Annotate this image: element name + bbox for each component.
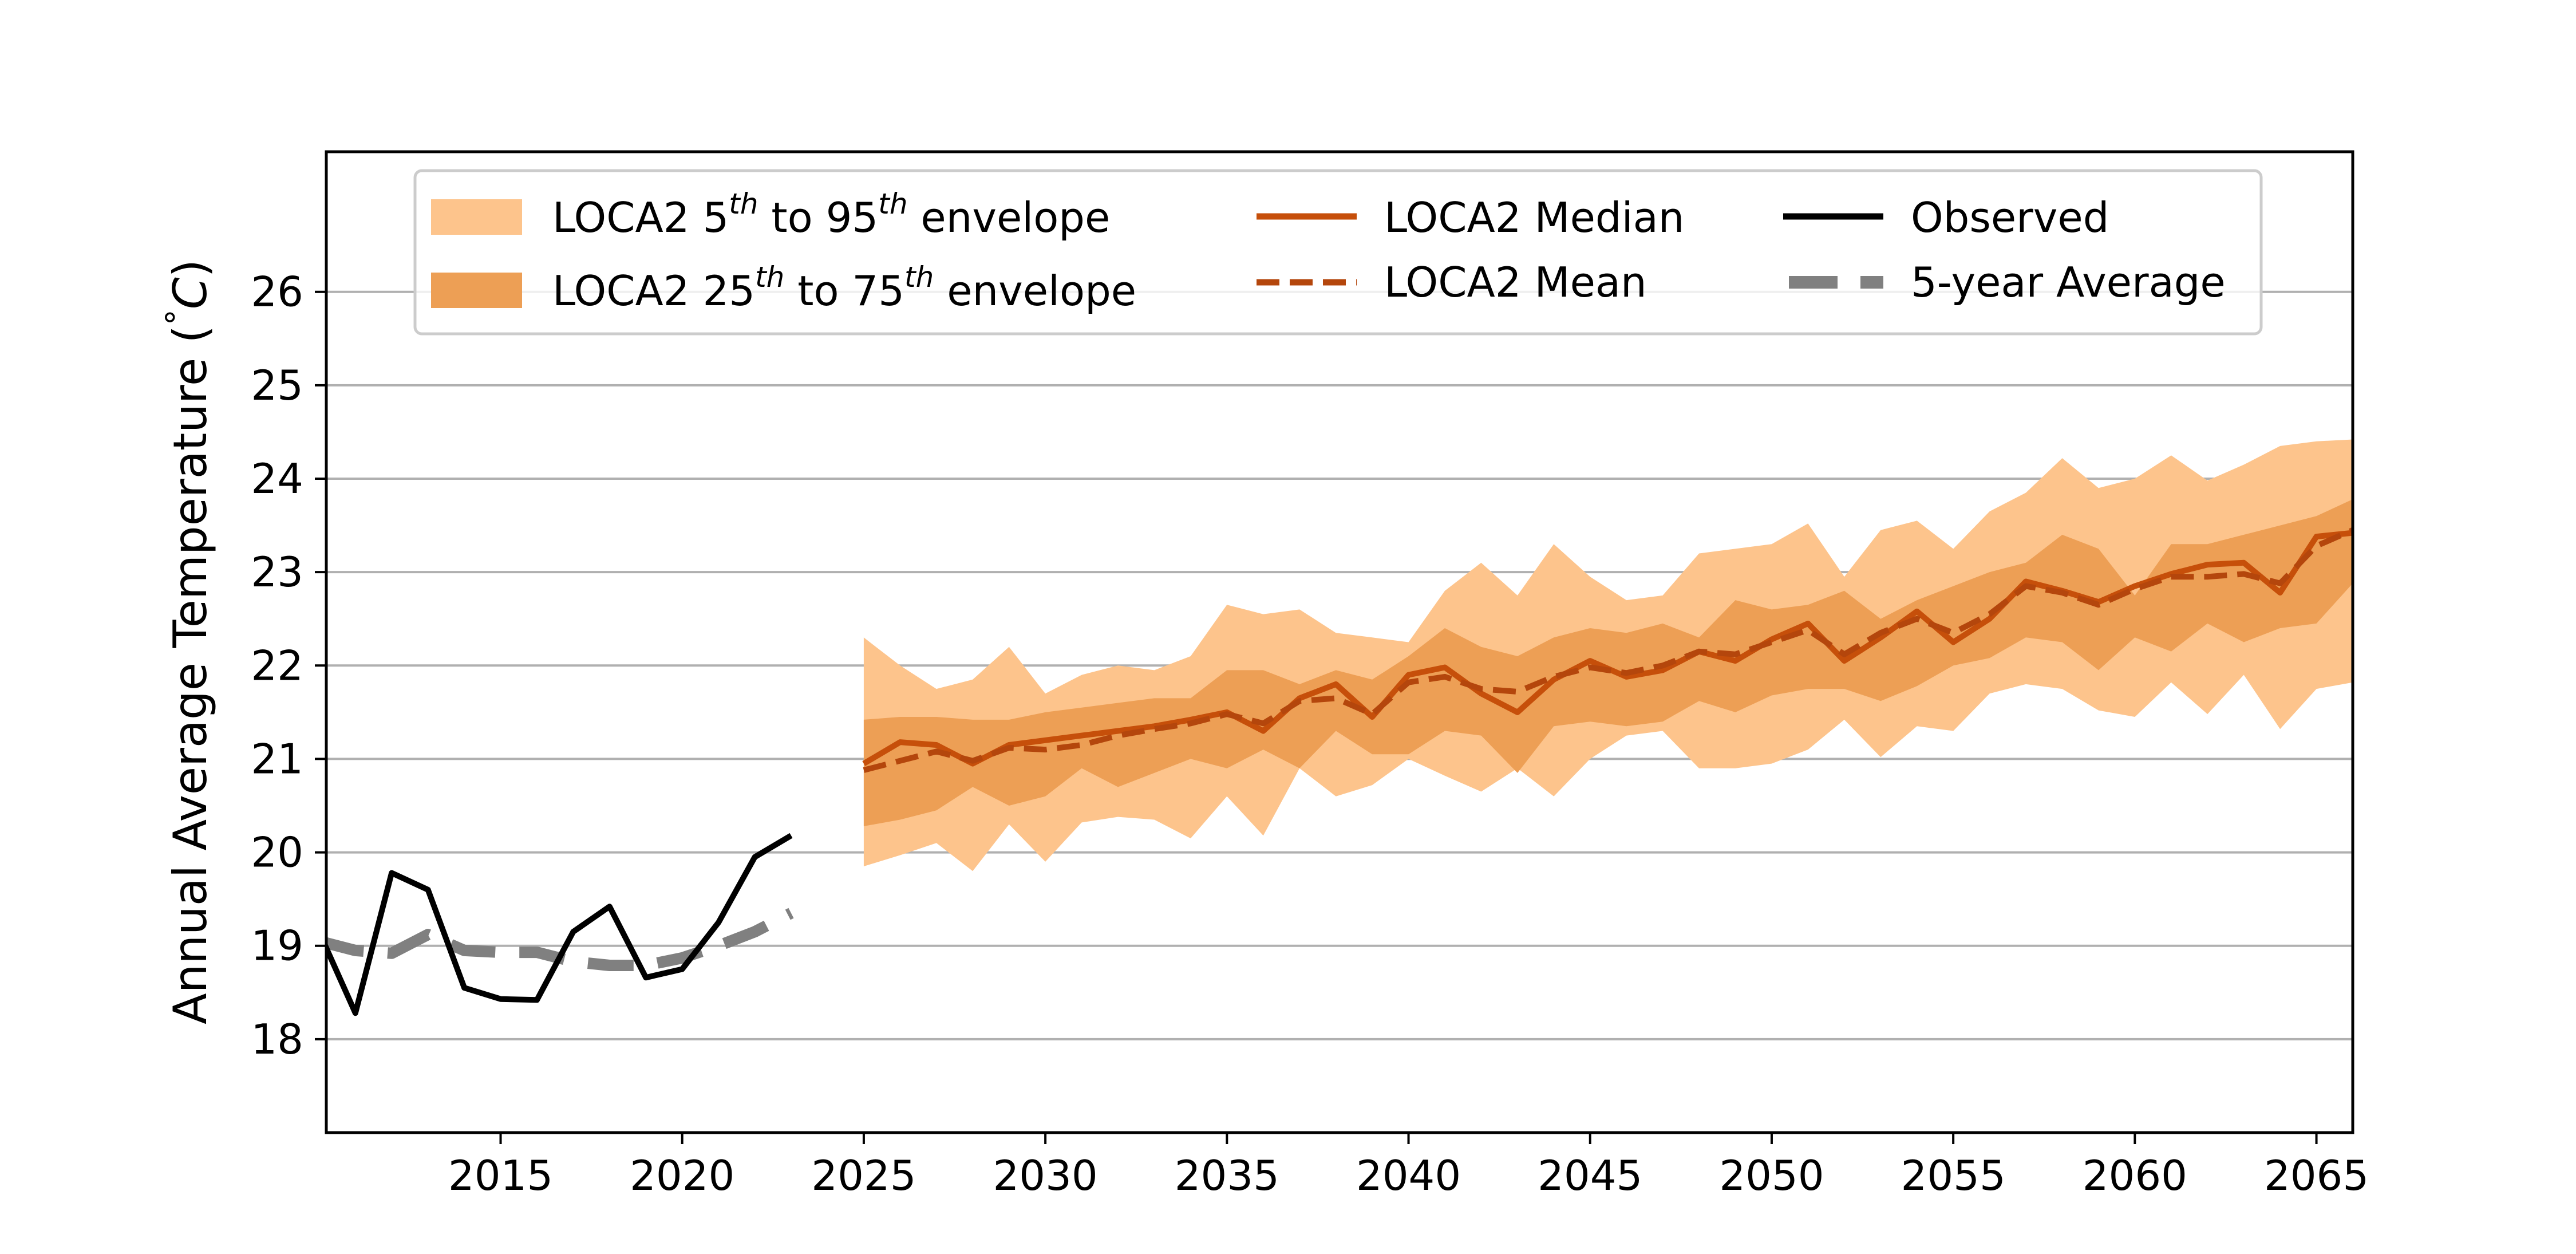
band-25-75-envelope [863, 499, 2353, 826]
series-loca2-mean [863, 527, 2353, 773]
y-tick-label-22: 22 [251, 641, 303, 689]
y-tick-label-23: 23 [251, 548, 303, 596]
x-tick-label-2040: 2040 [1356, 1152, 1461, 1200]
series-observed [326, 833, 793, 1016]
x-tick-label-2035: 2035 [1175, 1152, 1279, 1200]
y-tick-label-18: 18 [251, 1015, 303, 1063]
series-lines [326, 527, 2353, 1016]
y-tick-label-20: 20 [251, 829, 303, 877]
legend-label-25-75-envelope: LOCA2 25th to 75th envelope [552, 261, 1136, 315]
legend-label-5-95-envelope: LOCA2 5th to 95th envelope [552, 187, 1110, 242]
y-tick-label-21: 21 [251, 735, 303, 783]
y-tick-label-25: 25 [251, 361, 303, 409]
y-tick-label-24: 24 [251, 455, 303, 503]
x-tick-label-2025: 2025 [811, 1152, 916, 1200]
x-tick-label-2015: 2015 [448, 1152, 553, 1200]
x-tick-label-2030: 2030 [993, 1152, 1098, 1200]
x-tick-label-2065: 2065 [2264, 1152, 2369, 1200]
legend-swatch-5-95-envelope [431, 199, 522, 235]
envelope-bands [863, 439, 2353, 872]
x-tick-label-2055: 2055 [1901, 1152, 2006, 1200]
legend: LOCA2 5th to 95th envelope LOCA2 25th to… [413, 169, 2263, 336]
plot-area [326, 439, 2353, 1016]
x-tick-label-2050: 2050 [1719, 1152, 1824, 1200]
plot-frame [325, 150, 2354, 1134]
legend-swatch-25-75-envelope [431, 273, 522, 308]
x-tick-label-2060: 2060 [2083, 1152, 2187, 1200]
y-axis-label: Annual Average Temperature (°C) [160, 259, 217, 1024]
legend-label-observed: Observed [1911, 194, 2109, 242]
series-5-year-average [326, 908, 794, 971]
y-axis-ticks: 18 19 20 21 22 23 24 25 26 [251, 268, 326, 1063]
legend-label-median: LOCA2 Median [1384, 194, 1684, 242]
legend-frame [413, 169, 2263, 336]
x-tick-label-2045: 2045 [1538, 1152, 1642, 1200]
legend-label-5-year-average: 5-year Average [1911, 258, 2226, 306]
y-tick-label-19: 19 [251, 922, 303, 970]
x-tick-label-2020: 2020 [630, 1152, 734, 1200]
y-tick-label-26: 26 [251, 268, 303, 316]
x-axis-ticks: 2015 2020 2025 2030 2035 2040 2045 2050 2055 2060… [448, 1133, 2369, 1200]
legend-label-mean: LOCA2 Mean [1384, 258, 1647, 306]
